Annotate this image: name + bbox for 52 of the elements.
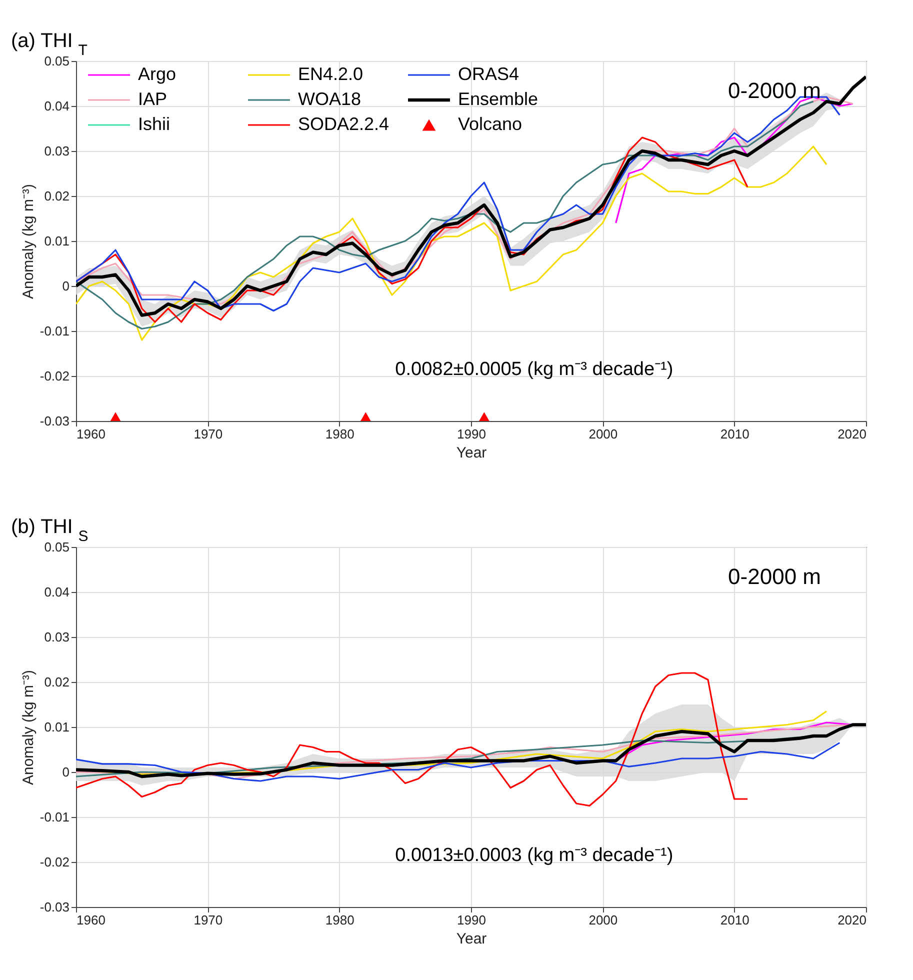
- y-tick-label: -0.03: [40, 414, 70, 428]
- x-tick-label: 2010: [720, 426, 750, 442]
- y-tick-label: 0.04: [44, 98, 70, 114]
- y-tick-label: 0.05: [44, 54, 70, 68]
- x-tick-label: 2020: [838, 426, 866, 442]
- x-tick-label: 1960: [76, 912, 106, 928]
- y-tick-label: 0.03: [44, 144, 70, 158]
- y-tick-label: 0.05: [44, 540, 70, 554]
- line-series: [76, 146, 828, 341]
- x-tick-label: 1970: [194, 426, 223, 442]
- y-tick-label: 0.04: [44, 584, 70, 600]
- x-axis-title: Year: [456, 930, 487, 948]
- x-tick-label: 1960: [76, 426, 106, 442]
- x-tick-label: 1970: [194, 912, 223, 928]
- y-tick-label: 0.01: [44, 720, 70, 734]
- x-tick-label: 2000: [588, 426, 618, 442]
- y-axis-title: Anomaly (kg m⁻³): [20, 670, 37, 786]
- legend-label: WOA18: [298, 89, 362, 109]
- legend-label: SODA2.2.4: [298, 114, 390, 134]
- annotation: 0-2000 m: [728, 78, 821, 103]
- x-tick-label: 2000: [588, 912, 618, 928]
- y-tick-label: 0.03: [44, 630, 70, 644]
- x-tick-label: 1990: [457, 426, 486, 442]
- y-tick-label: 0: [62, 764, 70, 780]
- annotation: 0.0013±0.0003 (kg m⁻³ decade⁻¹): [395, 844, 674, 866]
- line-series: [76, 672, 748, 807]
- y-tick-label: 0.02: [44, 188, 70, 204]
- legend-label: Ensemble: [458, 89, 538, 109]
- annotation: 0.0082±0.0005 (kg m⁻³ decade⁻¹): [395, 358, 674, 380]
- legend-label: Volcano: [458, 114, 522, 134]
- x-tick-label: 1990: [457, 912, 486, 928]
- legend-label: EN4.2.0: [298, 64, 364, 84]
- x-axis-title: Year: [456, 444, 487, 462]
- y-tick-label: -0.03: [40, 900, 70, 914]
- y-tick-label: -0.02: [40, 854, 70, 870]
- x-tick-label: 1980: [325, 912, 354, 928]
- legend-label: IAP: [138, 89, 168, 109]
- x-tick-label: 1980: [325, 426, 354, 442]
- y-tick-label: -0.01: [40, 810, 70, 824]
- y-tick-label: -0.02: [40, 368, 70, 384]
- x-tick-label: 2010: [720, 912, 750, 928]
- y-tick-label: 0: [62, 278, 70, 294]
- x-tick-label: 2020: [838, 912, 866, 928]
- legend-label: Ishii: [138, 114, 170, 134]
- y-tick-label: 0.02: [44, 674, 70, 690]
- y-tick-label: -0.01: [40, 324, 70, 338]
- y-tick-label: 0.01: [44, 234, 70, 248]
- line-series: [76, 742, 840, 782]
- legend-label: ORAS4: [458, 64, 520, 84]
- y-axis-title: Anomaly (kg m⁻³): [20, 184, 37, 300]
- annotation: 0-2000 m: [728, 564, 821, 589]
- legend-label: Argo: [138, 64, 176, 84]
